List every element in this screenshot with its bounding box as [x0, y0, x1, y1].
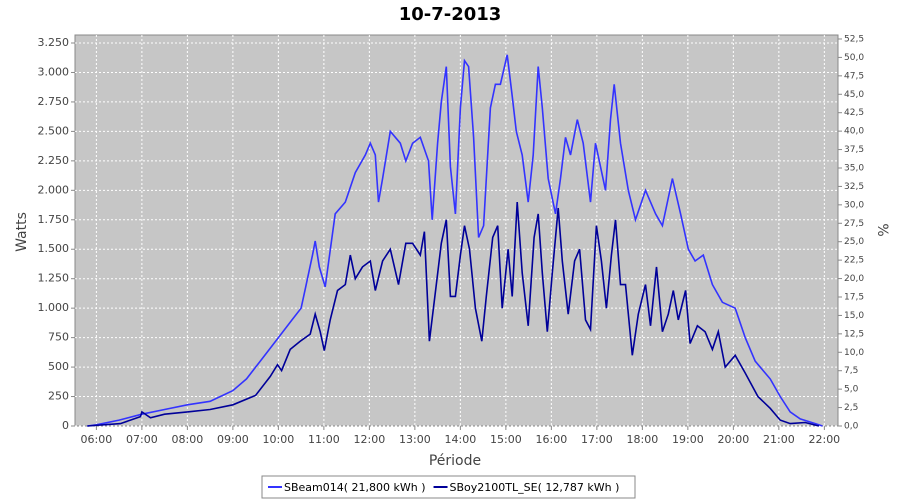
x-tick-label: 11:00	[308, 433, 340, 446]
y2-tick-label: 22,5	[844, 256, 864, 266]
y2-tick-label: 2,5	[844, 403, 858, 413]
x-tick-label: 14:00	[445, 433, 477, 446]
x-tick-label: 10:00	[263, 433, 295, 446]
y2-tick-label: 15,0	[844, 311, 864, 321]
y2-tick-label: 25,0	[844, 237, 864, 247]
y-tick-label: 3.000	[38, 65, 70, 78]
y-tick-label: 2.250	[38, 154, 70, 167]
legend	[261, 475, 636, 499]
x-tick-label: 06:00	[81, 433, 113, 446]
y2-tick-label: 0,0	[844, 422, 859, 432]
x-tick-label: 18:00	[627, 433, 659, 446]
y2-tick-label: 27,5	[844, 219, 864, 229]
y2-tick-label: 20,0	[844, 274, 864, 284]
x-tick-label: 17:00	[581, 433, 613, 446]
y-tick-label: 1.500	[38, 242, 70, 255]
y-tick-label: 3.250	[38, 36, 70, 49]
x-tick-label: 07:00	[126, 433, 158, 446]
y-tick-label: 0	[62, 419, 69, 432]
y2-tick-label: 40,0	[844, 127, 864, 137]
x-tick-label: 15:00	[490, 433, 522, 446]
plot-area	[74, 34, 839, 427]
y-tick-label: 2.000	[38, 183, 70, 196]
x-tick-label: 20:00	[718, 433, 750, 446]
series-line	[87, 202, 820, 427]
x-tick-label: 08:00	[172, 433, 204, 446]
y2-tick-label: 30,0	[844, 200, 864, 210]
y2-tick-label: 17,5	[844, 292, 864, 302]
series-line	[87, 54, 823, 427]
y-tick-label: 750	[48, 331, 69, 344]
y-tick-label: 1.750	[38, 213, 70, 226]
x-tick-label: 21:00	[763, 433, 795, 446]
chart-title: 10-7-2013	[399, 4, 502, 25]
x-tick-label: 12:00	[354, 433, 386, 446]
y-tick-label: 1.000	[38, 301, 70, 314]
y2-tick-label: 47,5	[844, 71, 864, 81]
legend-label: SBoy2100TL_SE( 12,787 kWh )	[450, 481, 620, 494]
y-tick-label: 500	[48, 360, 69, 373]
y-axis-label: Watts	[14, 212, 30, 252]
y-tick-label: 2.750	[38, 95, 70, 108]
x-tick-label: 16:00	[536, 433, 568, 446]
y2-tick-label: 12,5	[844, 329, 864, 339]
y2-tick-label: 45,0	[844, 90, 864, 100]
y2-tick-label: 50,0	[844, 53, 864, 63]
x-tick-label: 22:00	[808, 433, 840, 446]
x-tick-label: 09:00	[217, 433, 249, 446]
x-tick-label: 13:00	[399, 433, 431, 446]
y2-axis-label: %	[874, 223, 890, 236]
y2-tick-label: 32,5	[844, 182, 864, 192]
y-tick-label: 2.500	[38, 124, 70, 137]
y2-tick-label: 10,0	[844, 348, 864, 358]
y2-tick-label: 52,5	[844, 34, 864, 44]
y2-tick-label: 42,5	[844, 108, 864, 118]
y-tick-label: 250	[48, 390, 69, 403]
x-tick-label: 19:00	[672, 433, 704, 446]
y2-tick-label: 37,5	[844, 145, 864, 155]
y2-tick-label: 7,5	[844, 366, 858, 376]
x-axis-label: Période	[429, 453, 481, 469]
legend-label: SBeam014( 21,800 kWh )	[284, 481, 426, 494]
y-tick-label: 1.250	[38, 272, 70, 285]
y2-tick-label: 5,0	[844, 385, 859, 395]
y2-tick-label: 35,0	[844, 163, 864, 173]
